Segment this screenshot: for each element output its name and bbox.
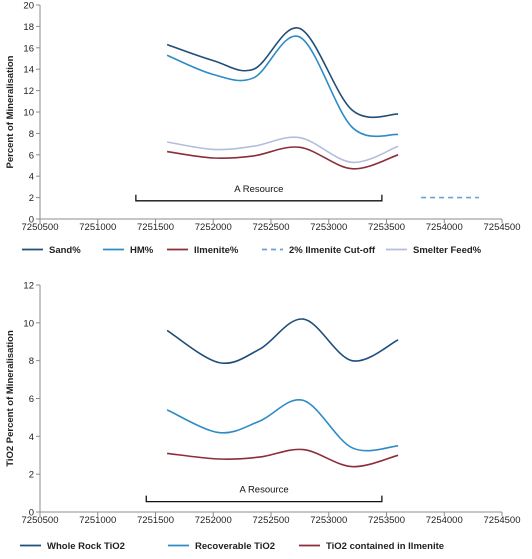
y-tick-label: 8	[29, 356, 34, 367]
chart-tio2: 0 2 4 6 8 10 12 7250500 7251000 7251500 7252000 725…	[5, 281, 520, 553]
y-tick-label: 0	[29, 215, 34, 226]
series-line	[166, 399, 399, 452]
y-tick-label: 4	[29, 172, 34, 183]
x-tick-label: 7250500	[22, 515, 59, 526]
x-tick-label: 7252000	[195, 515, 232, 526]
series-line	[167, 448, 399, 468]
x-tick-label: 7252500	[253, 222, 290, 233]
legend-label: Smelter Feed%	[413, 245, 482, 256]
x-tick-label: 7253000	[310, 222, 347, 233]
y-tick-label: 2	[29, 470, 34, 481]
legend-label: Recoverable TiO2	[195, 541, 275, 552]
legend-label: 2% Ilmenite Cut-off	[289, 245, 376, 256]
x-tick-label: 7254500	[484, 222, 521, 233]
y-tick-label: 14	[23, 65, 34, 76]
x-tick-label: 7254000	[426, 515, 463, 526]
resource-annotation: A Resource	[240, 485, 289, 496]
resource-bracket	[145, 495, 383, 503]
y-tick-label: 16	[23, 43, 34, 54]
y-tick-label: 0	[29, 508, 34, 519]
y-tick-label: 10	[23, 108, 34, 119]
x-tick-label: 7253500	[368, 515, 405, 526]
x-tick-label: 7252500	[253, 515, 290, 526]
y-tick-label: 6	[29, 394, 34, 405]
x-tick-label: 7254500	[484, 515, 521, 526]
y-axis-label: Percent of Mineralisation	[5, 55, 16, 168]
y-tick-label: 18	[23, 22, 34, 33]
series-line	[166, 27, 399, 119]
legend-label: TiO2 contained in Ilmenite	[326, 541, 444, 552]
y-tick-label: 10	[23, 318, 34, 329]
series-line	[166, 146, 399, 170]
series-line	[166, 35, 399, 138]
x-tick-label: 7251500	[137, 222, 174, 233]
resource-annotation: A Resource	[234, 184, 283, 195]
resource-bracket	[135, 194, 383, 202]
chart-mineralisation: 0 2 4 6 8 10 12 14 16 18 20 7250500 7251000 7251500 72…	[5, 1, 520, 257]
legend-label: Ilmenite%	[194, 245, 239, 256]
x-tick-label: 7251000	[79, 222, 116, 233]
legend-label: HM%	[130, 245, 154, 256]
y-tick-label: 6	[29, 150, 34, 161]
x-tick-label: 7252000	[195, 222, 232, 233]
x-tick-label: 7251000	[79, 515, 116, 526]
x-tick-label: 7254000	[426, 222, 463, 233]
legend-label: Sand%	[49, 245, 81, 256]
x-tick-label: 7251500	[137, 515, 174, 526]
x-tick-label: 7253000	[310, 515, 347, 526]
x-tick-label: 7250500	[22, 222, 59, 233]
legend-label: Whole Rock TiO2	[47, 541, 125, 552]
y-tick-label: 12	[23, 86, 34, 97]
y-axis-label: TiO2 Percent of Mineralisation	[5, 330, 16, 467]
series-line	[166, 318, 399, 365]
y-tick-label: 4	[29, 432, 34, 443]
x-tick-label: 7253500	[368, 222, 405, 233]
y-tick-label: 12	[23, 281, 34, 292]
y-tick-label: 2	[29, 193, 34, 204]
y-tick-label: 8	[29, 129, 34, 140]
y-tick-label: 20	[23, 1, 34, 12]
series-line	[166, 136, 399, 164]
